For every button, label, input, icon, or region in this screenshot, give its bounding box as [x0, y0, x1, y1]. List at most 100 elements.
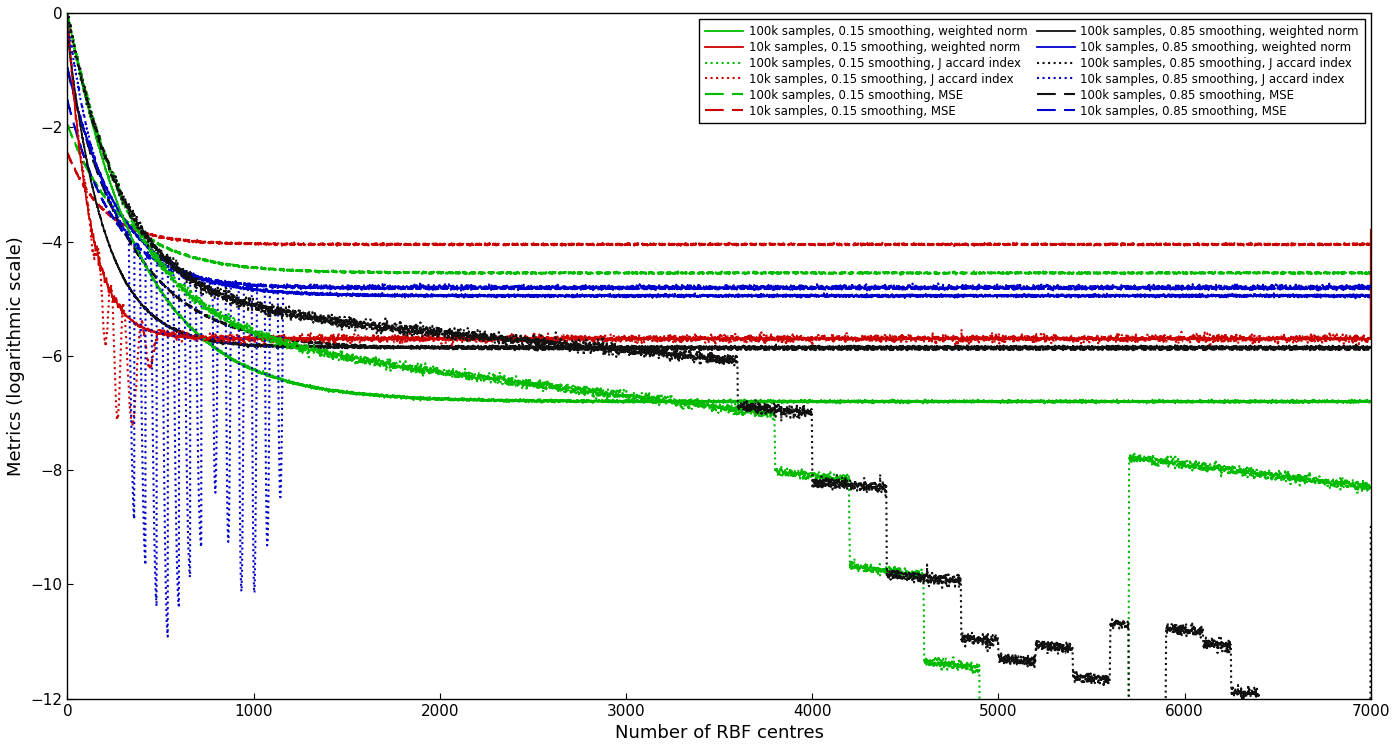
10k samples, 0.15 smoothing, weighted norm	[239, 334, 256, 343]
10k samples, 0.85 smoothing, weighted norm	[1063, 291, 1080, 300]
10k samples, 0.85 smoothing, weighted norm	[59, 63, 75, 72]
10k samples, 0.85 smoothing, weighted norm	[1338, 292, 1355, 301]
100k samples, 0.85 smoothing, J accard index	[239, 300, 256, 309]
100k samples, 0.85 smoothing, weighted norm	[873, 345, 890, 354]
100k samples, 0.85 smoothing, MSE	[549, 344, 566, 353]
10k samples, 0.15 smoothing, MSE	[239, 239, 256, 248]
Line: 100k samples, 0.15 smoothing, J accard index: 100k samples, 0.15 smoothing, J accard i…	[67, 11, 1370, 727]
100k samples, 0.15 smoothing, MSE	[1338, 269, 1355, 278]
100k samples, 0.85 smoothing, weighted norm	[1063, 342, 1080, 351]
100k samples, 0.85 smoothing, MSE	[59, 64, 75, 73]
100k samples, 0.15 smoothing, weighted norm	[626, 398, 643, 407]
100k samples, 0.85 smoothing, J accard index	[626, 343, 643, 352]
10k samples, 0.85 smoothing, weighted norm	[1347, 294, 1363, 303]
10k samples, 0.15 smoothing, weighted norm	[1063, 334, 1080, 343]
100k samples, 0.15 smoothing, MSE	[549, 269, 566, 278]
100k samples, 0.15 smoothing, J accard index	[239, 321, 256, 330]
100k samples, 0.85 smoothing, weighted norm	[59, 28, 75, 37]
10k samples, 0.15 smoothing, MSE	[1338, 240, 1355, 249]
10k samples, 0.15 smoothing, MSE	[1134, 240, 1151, 249]
100k samples, 0.85 smoothing, J accard index	[1134, 706, 1151, 715]
100k samples, 0.15 smoothing, MSE	[1134, 268, 1151, 277]
100k samples, 0.15 smoothing, MSE	[893, 270, 909, 279]
Line: 10k samples, 0.85 smoothing, MSE: 10k samples, 0.85 smoothing, MSE	[67, 99, 1370, 291]
10k samples, 0.15 smoothing, MSE	[626, 240, 643, 249]
10k samples, 0.15 smoothing, MSE	[549, 240, 566, 249]
Line: 100k samples, 0.15 smoothing, weighted norm: 100k samples, 0.15 smoothing, weighted n…	[67, 14, 1370, 404]
10k samples, 0.15 smoothing, MSE	[59, 148, 75, 157]
10k samples, 0.85 smoothing, MSE	[1362, 284, 1379, 293]
10k samples, 0.85 smoothing, MSE	[239, 280, 256, 289]
Line: 10k samples, 0.15 smoothing, MSE: 10k samples, 0.15 smoothing, MSE	[67, 153, 1370, 246]
100k samples, 0.85 smoothing, J accard index	[1253, 723, 1270, 732]
10k samples, 0.15 smoothing, weighted norm	[59, 9, 75, 18]
100k samples, 0.85 smoothing, MSE	[1134, 345, 1151, 354]
10k samples, 0.15 smoothing, weighted norm	[1362, 225, 1379, 234]
100k samples, 0.15 smoothing, J accard index	[549, 380, 566, 389]
10k samples, 0.15 smoothing, MSE	[1362, 240, 1379, 249]
100k samples, 0.15 smoothing, weighted norm	[59, 10, 75, 19]
100k samples, 0.15 smoothing, weighted norm	[1063, 398, 1080, 407]
100k samples, 0.85 smoothing, J accard index	[1340, 723, 1356, 732]
100k samples, 0.15 smoothing, weighted norm	[1134, 396, 1151, 405]
10k samples, 0.15 smoothing, J accard index	[59, 12, 75, 21]
10k samples, 0.85 smoothing, weighted norm	[1362, 291, 1379, 300]
10k samples, 0.85 smoothing, J accard index	[1063, 282, 1080, 291]
10k samples, 0.85 smoothing, J accard index	[626, 285, 643, 294]
Line: 10k samples, 0.85 smoothing, J accard index: 10k samples, 0.85 smoothing, J accard in…	[67, 17, 1370, 637]
Y-axis label: Metrics (logarithmic scale): Metrics (logarithmic scale)	[7, 236, 25, 476]
Line: 100k samples, 0.85 smoothing, weighted norm: 100k samples, 0.85 smoothing, weighted n…	[67, 33, 1370, 350]
10k samples, 0.85 smoothing, J accard index	[59, 13, 75, 22]
100k samples, 0.85 smoothing, MSE	[239, 327, 256, 336]
100k samples, 0.85 smoothing, weighted norm	[239, 341, 256, 350]
Line: 100k samples, 0.15 smoothing, MSE: 100k samples, 0.15 smoothing, MSE	[67, 124, 1370, 275]
10k samples, 0.85 smoothing, J accard index	[239, 279, 256, 288]
10k samples, 0.15 smoothing, J accard index	[626, 335, 643, 344]
100k samples, 0.15 smoothing, MSE	[1063, 269, 1080, 278]
10k samples, 0.15 smoothing, MSE	[1220, 242, 1236, 251]
100k samples, 0.85 smoothing, MSE	[669, 346, 686, 355]
10k samples, 0.15 smoothing, J accard index	[1134, 333, 1151, 342]
100k samples, 0.15 smoothing, MSE	[1362, 267, 1379, 276]
10k samples, 0.15 smoothing, weighted norm	[549, 333, 566, 342]
10k samples, 0.15 smoothing, J accard index	[124, 422, 141, 431]
10k samples, 0.15 smoothing, J accard index	[239, 333, 256, 342]
10k samples, 0.85 smoothing, J accard index	[159, 632, 176, 641]
100k samples, 0.15 smoothing, J accard index	[971, 723, 988, 732]
X-axis label: Number of RBF centres: Number of RBF centres	[615, 724, 824, 742]
Line: 10k samples, 0.15 smoothing, J accard index: 10k samples, 0.15 smoothing, J accard in…	[67, 16, 1370, 426]
10k samples, 0.85 smoothing, weighted norm	[239, 285, 256, 294]
10k samples, 0.15 smoothing, J accard index	[1063, 334, 1080, 343]
10k samples, 0.85 smoothing, weighted norm	[1134, 291, 1151, 300]
100k samples, 0.15 smoothing, MSE	[239, 261, 256, 270]
10k samples, 0.85 smoothing, weighted norm	[549, 292, 566, 301]
100k samples, 0.85 smoothing, MSE	[1338, 345, 1355, 354]
10k samples, 0.85 smoothing, weighted norm	[59, 63, 75, 72]
10k samples, 0.85 smoothing, MSE	[626, 283, 643, 292]
100k samples, 0.15 smoothing, weighted norm	[1338, 397, 1355, 406]
100k samples, 0.15 smoothing, weighted norm	[1362, 397, 1379, 406]
10k samples, 0.85 smoothing, J accard index	[1362, 282, 1379, 291]
10k samples, 0.15 smoothing, weighted norm	[1338, 334, 1355, 343]
100k samples, 0.85 smoothing, weighted norm	[1362, 343, 1379, 352]
Legend: 100k samples, 0.15 smoothing, weighted norm, 10k samples, 0.15 smoothing, weight: 100k samples, 0.15 smoothing, weighted n…	[698, 19, 1365, 124]
100k samples, 0.15 smoothing, J accard index	[626, 390, 643, 399]
100k samples, 0.85 smoothing, J accard index	[59, 9, 75, 18]
100k samples, 0.85 smoothing, J accard index	[1362, 521, 1379, 530]
10k samples, 0.85 smoothing, MSE	[1063, 284, 1080, 293]
10k samples, 0.15 smoothing, weighted norm	[728, 336, 745, 345]
10k samples, 0.85 smoothing, MSE	[1338, 283, 1355, 292]
10k samples, 0.85 smoothing, MSE	[1150, 286, 1166, 295]
Line: 100k samples, 0.85 smoothing, MSE: 100k samples, 0.85 smoothing, MSE	[67, 68, 1370, 351]
10k samples, 0.85 smoothing, J accard index	[549, 282, 566, 291]
100k samples, 0.85 smoothing, weighted norm	[549, 344, 566, 353]
100k samples, 0.15 smoothing, J accard index	[59, 7, 75, 16]
10k samples, 0.15 smoothing, MSE	[1063, 239, 1080, 248]
100k samples, 0.85 smoothing, J accard index	[549, 340, 566, 349]
10k samples, 0.85 smoothing, J accard index	[1134, 282, 1151, 291]
10k samples, 0.85 smoothing, J accard index	[1338, 282, 1355, 291]
100k samples, 0.85 smoothing, MSE	[626, 345, 643, 354]
100k samples, 0.15 smoothing, weighted norm	[239, 362, 256, 371]
100k samples, 0.15 smoothing, weighted norm	[915, 399, 932, 408]
10k samples, 0.85 smoothing, MSE	[59, 94, 75, 103]
